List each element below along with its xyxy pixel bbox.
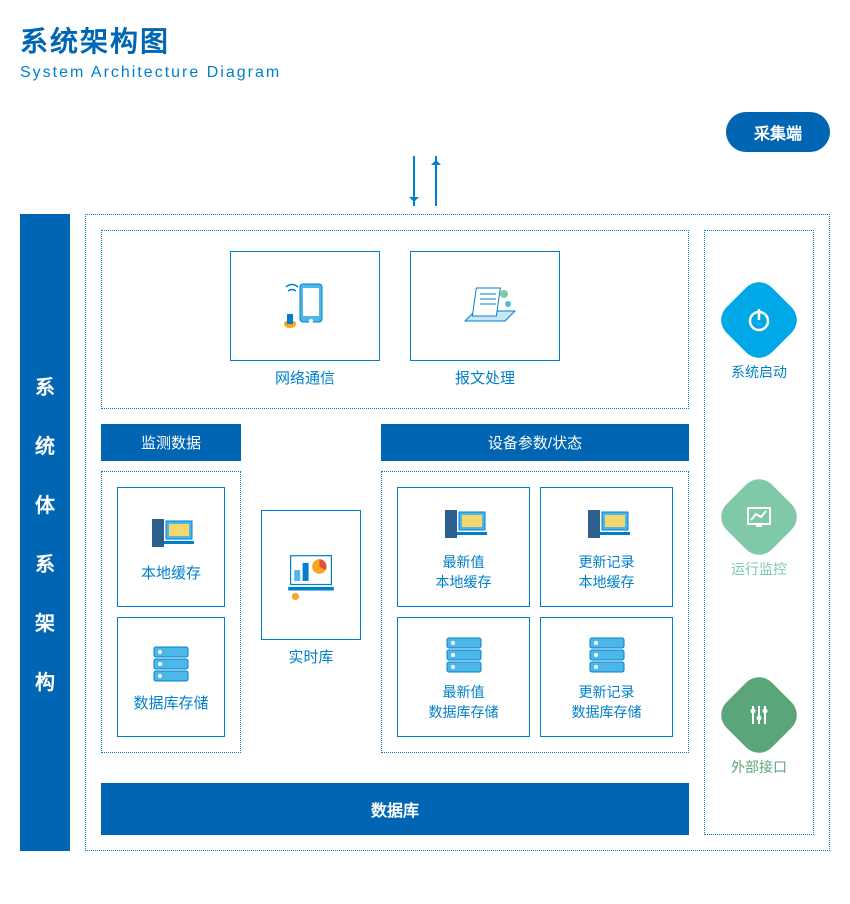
message-box	[410, 251, 560, 361]
monitor-header: 监测数据	[101, 424, 241, 461]
document-process-icon	[450, 276, 520, 336]
mid-row: 监测数据 本地缓存	[101, 424, 689, 753]
update-cache-label: 更新记录 本地缓存	[579, 553, 635, 592]
local-cache-label: 本地缓存	[141, 562, 201, 583]
realtime-label: 实时库	[261, 646, 361, 667]
chart-icon-bg	[714, 472, 805, 563]
power-icon	[744, 305, 774, 335]
chart-line-icon	[744, 502, 774, 532]
page-header: 系统架构图 System Architecture Diagram	[20, 20, 830, 82]
latest-db-label: 最新值 数据库存储	[429, 683, 499, 722]
ext-api-item: 外部接口	[727, 683, 791, 777]
label-line: 最新值	[443, 554, 485, 570]
sys-start-label: 系统启动	[731, 362, 787, 382]
server-stack-icon	[582, 632, 632, 677]
label-line: 本地缓存	[579, 574, 635, 590]
update-db-label: 更新记录 数据库存储	[572, 683, 642, 722]
top-node: 采集端	[726, 112, 830, 152]
vbar-char: 系	[35, 548, 55, 577]
local-cache-card: 本地缓存	[117, 487, 225, 607]
latest-cache-label: 最新值 本地缓存	[436, 553, 492, 592]
network-box	[230, 251, 380, 361]
label-line: 数据库存储	[429, 704, 499, 720]
left-column: 网络通信 报文处理	[101, 230, 689, 835]
run-monitor-label: 运行监控	[731, 559, 787, 579]
title-en: System Architecture Diagram	[20, 64, 830, 82]
right-rail: 系统启动 运行监控	[704, 230, 814, 835]
label-line: 更新记录	[579, 554, 635, 570]
realtime-wrap: 实时库	[261, 510, 361, 667]
label-line: 数据库存储	[572, 704, 642, 720]
top-arrows	[20, 156, 830, 206]
main-dotted-container: 网络通信 报文处理	[85, 214, 830, 851]
monitor-dotted: 本地缓存 数据库存储	[101, 471, 241, 753]
label-line: 本地缓存	[436, 574, 492, 590]
label-line: 最新值	[443, 684, 485, 700]
vertical-bar: 系 统 体 系 架 构	[20, 214, 70, 851]
db-store-card: 数据库存储	[117, 617, 225, 737]
module-message: 报文处理	[410, 251, 560, 388]
top-node-wrap: 采集端	[20, 112, 830, 152]
vbar-char: 构	[35, 666, 55, 695]
device-grid: 最新值 本地缓存 更新记录	[381, 471, 689, 753]
label-line: 更新记录	[579, 684, 635, 700]
update-cache-card: 更新记录 本地缓存	[540, 487, 673, 607]
mobile-signal-icon	[270, 276, 340, 336]
computer-icon	[439, 502, 489, 547]
device-param-col: 设备参数/状态 最新值 本地缓存	[381, 424, 689, 753]
sys-start-item: 系统启动	[727, 288, 791, 382]
db-store-label: 数据库存储	[133, 692, 208, 713]
latest-cache-card: 最新值 本地缓存	[397, 487, 530, 607]
center-col: 实时库	[256, 424, 366, 753]
computer-icon	[146, 511, 196, 556]
vbar-char: 系	[35, 371, 55, 400]
title-cn: 系统架构图	[20, 20, 830, 60]
arrow-down-icon	[413, 156, 415, 206]
bottom-bar: 数据库	[101, 783, 689, 835]
ext-api-label: 外部接口	[731, 757, 787, 777]
module-network: 网络通信	[230, 251, 380, 388]
device-header: 设备参数/状态	[381, 424, 689, 461]
computer-icon	[582, 502, 632, 547]
sliders-icon-bg	[714, 670, 805, 761]
vbar-char: 统	[35, 430, 55, 459]
server-stack-icon	[439, 632, 489, 677]
dashboard-chart-icon	[281, 548, 341, 603]
realtime-box	[261, 510, 361, 640]
vbar-char: 体	[35, 489, 55, 518]
latest-db-card: 最新值 数据库存储	[397, 617, 530, 737]
run-monitor-item: 运行监控	[727, 485, 791, 579]
message-label: 报文处理	[410, 367, 560, 388]
network-label: 网络通信	[230, 367, 380, 388]
server-stack-icon	[146, 641, 196, 686]
power-icon-bg	[714, 275, 805, 366]
vbar-char: 架	[35, 607, 55, 636]
main-layout: 系 统 体 系 架 构	[20, 214, 830, 851]
arrow-up-icon	[435, 156, 437, 206]
monitor-data-col: 监测数据 本地缓存	[101, 424, 241, 753]
top-row-box: 网络通信 报文处理	[101, 230, 689, 409]
sliders-icon	[744, 700, 774, 730]
update-db-card: 更新记录 数据库存储	[540, 617, 673, 737]
